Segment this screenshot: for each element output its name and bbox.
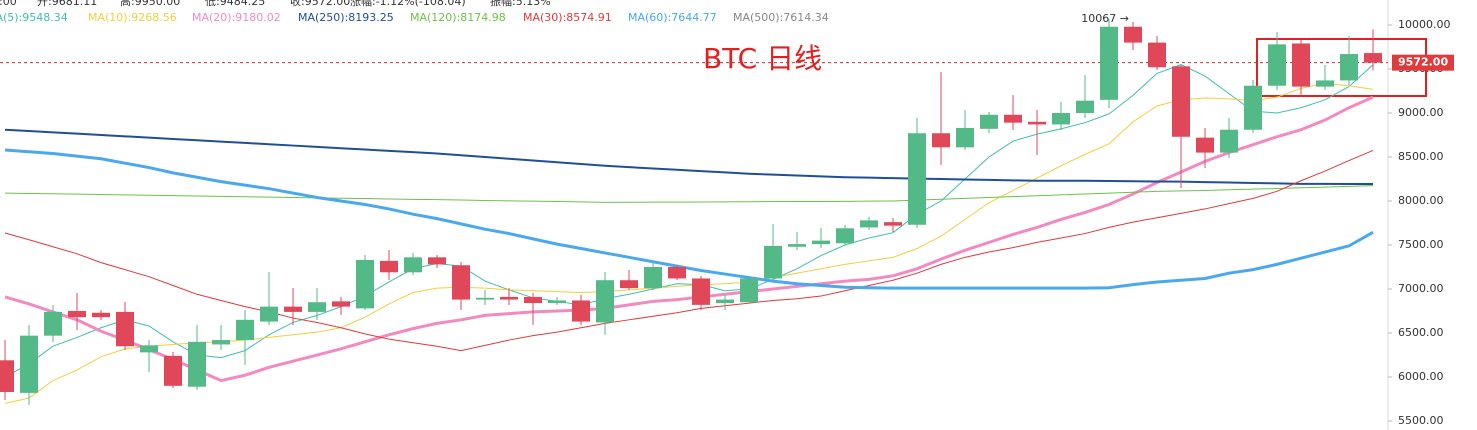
candle-body — [644, 267, 662, 289]
info-item: 高:9950.00 — [120, 0, 180, 8]
candle-body — [1196, 137, 1214, 153]
candle-body — [764, 245, 782, 279]
candle-body — [500, 296, 518, 300]
info-item: 开:9681.11 — [37, 0, 97, 8]
annotation: 10067 → — [1081, 12, 1129, 25]
candle-body — [860, 220, 878, 228]
y-tick-label: 9000.00 — [1398, 106, 1444, 119]
candle-body — [164, 355, 182, 386]
candle-body — [20, 335, 38, 393]
candle-body — [332, 301, 350, 307]
candle-body — [1316, 80, 1334, 87]
candle-body — [980, 114, 998, 129]
candle-body — [188, 341, 206, 387]
legend-item: MA(30):8574.91 — [523, 11, 612, 24]
y-tick-label: 5500.00 — [1398, 414, 1444, 427]
candle-body — [1076, 100, 1094, 114]
y-tick-label: 6000.00 — [1398, 370, 1444, 383]
candle-body — [260, 306, 278, 322]
candle-body — [668, 267, 686, 279]
candle-body — [68, 311, 86, 318]
ma-line — [4, 95, 1374, 383]
ma-line — [4, 185, 1374, 203]
candle-body — [1004, 114, 1022, 123]
candle-body — [572, 300, 590, 322]
candle-body — [596, 280, 614, 323]
legend-item: MA(60):7644.77 — [628, 11, 717, 24]
candle-body — [380, 260, 398, 273]
ma-lines — [4, 64, 1374, 404]
ma-line — [4, 64, 1374, 378]
candle-body — [116, 311, 134, 347]
candle-body — [1364, 53, 1382, 63]
candle-body — [1028, 121, 1046, 125]
candle-body — [524, 296, 542, 304]
candle-body — [1148, 42, 1166, 68]
candle-body — [212, 340, 230, 345]
candle-body — [908, 133, 926, 225]
legend-item: MA(500):7614.34 — [733, 11, 829, 24]
candle-body — [884, 222, 902, 226]
candle-body — [140, 345, 158, 353]
candle-body — [452, 265, 470, 300]
candle-body — [356, 259, 374, 309]
candle-body — [1340, 54, 1358, 81]
price-tag-label: 9572.00 — [1398, 56, 1448, 69]
candle-body — [284, 306, 302, 312]
candle-body — [548, 300, 566, 304]
candle-body — [1172, 66, 1190, 137]
y-tick-label: 7500.00 — [1398, 238, 1444, 251]
info-item: 收:9572.00 — [290, 0, 350, 8]
candle-body — [836, 228, 854, 244]
candle-body — [1220, 129, 1238, 153]
ma-line — [4, 82, 1374, 404]
ma-line — [4, 149, 1374, 352]
candle-body — [236, 319, 254, 341]
candle-body — [0, 360, 14, 392]
candle-body — [692, 278, 710, 305]
candle-body — [1244, 85, 1262, 130]
y-tick-label: 10000.00 — [1398, 18, 1451, 31]
legend-item: MA(5):9548.34 — [0, 11, 68, 24]
candle-body — [932, 133, 950, 148]
candle-body — [308, 302, 326, 312]
y-tick-label: 8000.00 — [1398, 194, 1444, 207]
candle-body — [716, 299, 734, 304]
legend-item: MA(120):8174.98 — [410, 11, 506, 24]
candle-body — [788, 244, 806, 247]
ma-line — [4, 148, 1374, 290]
candle-body — [1100, 26, 1118, 100]
candle-body — [428, 257, 446, 265]
info-item: 低:9484.25 — [205, 0, 265, 8]
info-item: 8:00 — [0, 0, 17, 8]
candle-body — [92, 312, 110, 318]
chart-title: BTC 日线 — [703, 42, 822, 75]
candle-body — [404, 257, 422, 273]
info-item: 振幅:5.13% — [490, 0, 551, 8]
y-tick-label: 7000.00 — [1398, 282, 1444, 295]
y-tick-label: 8500.00 — [1398, 150, 1444, 163]
candle-body — [620, 280, 638, 289]
legend-item: MA(10):9268.56 — [88, 11, 177, 24]
info-item: 涨幅:-1.12%(-108.04) — [350, 0, 466, 8]
candle-body — [1124, 26, 1142, 43]
candle-body — [1052, 113, 1070, 125]
candle-body — [1292, 43, 1310, 87]
candle-body — [740, 278, 758, 303]
legend-item: MA(20):9180.02 — [192, 11, 281, 24]
y-tick-label: 6500.00 — [1398, 326, 1444, 339]
ma-line — [4, 128, 1374, 186]
candle-body — [1268, 44, 1286, 86]
legend-item: MA(250):8193.25 — [298, 11, 394, 24]
candle-body — [476, 297, 494, 300]
candle-body — [956, 127, 974, 148]
candle-body — [44, 311, 62, 336]
price-tag — [1392, 54, 1454, 71]
candle-body — [812, 240, 830, 245]
